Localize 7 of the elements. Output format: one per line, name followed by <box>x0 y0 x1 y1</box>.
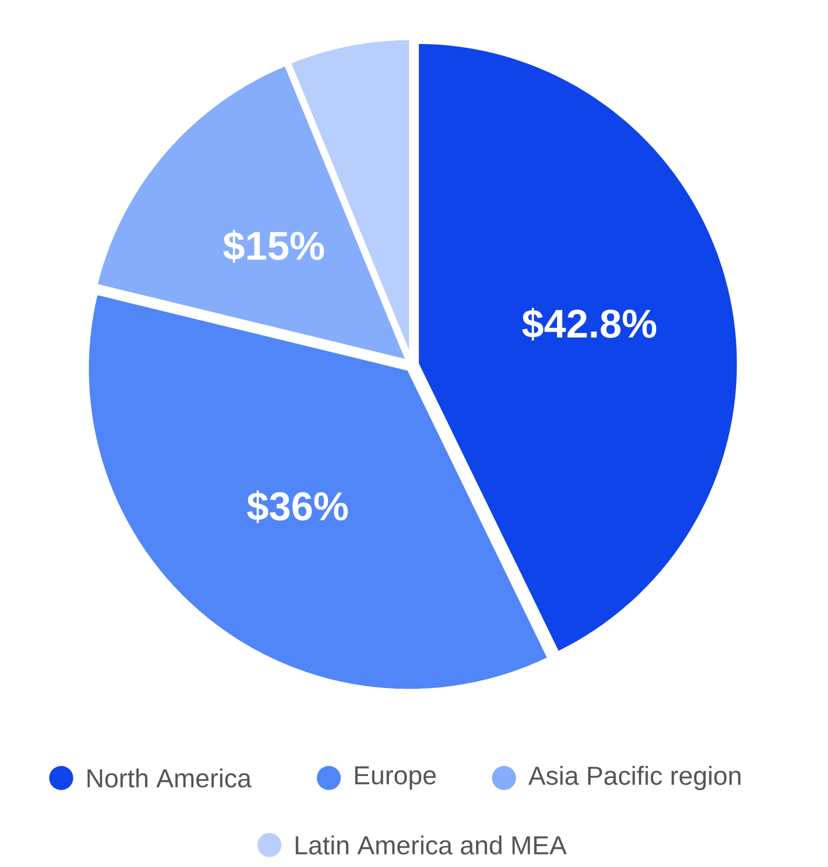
data-label: $15% <box>223 230 324 263</box>
legend-label: Europe <box>355 766 436 790</box>
legend-label: North America <box>88 768 252 788</box>
data-label: $36% <box>247 490 348 524</box>
legend-label: Asia Pacific region <box>528 766 740 790</box>
legend-label: Latin America and MEA <box>296 835 567 855</box>
data-label: $42.8% <box>522 308 656 340</box>
